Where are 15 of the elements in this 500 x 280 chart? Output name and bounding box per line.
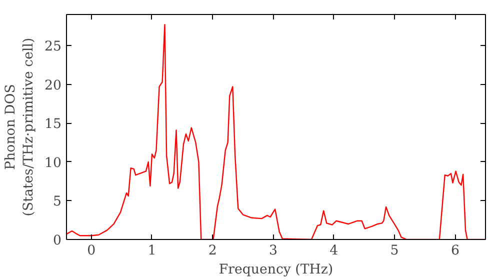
x-tick-label: 5: [390, 244, 399, 258]
x-tick-label: 1: [148, 244, 156, 258]
y-tick-label: 15: [44, 117, 62, 132]
x-tick-label: 2: [208, 244, 217, 258]
x-tick-label: 6: [450, 244, 460, 258]
y-tick-label: 0: [53, 234, 62, 248]
x-tick-label: 3: [269, 244, 278, 258]
x-axis-title: Frequency (THz): [218, 262, 334, 278]
y-tick-label: 5: [53, 194, 62, 210]
y-tick-label: 25: [44, 40, 62, 55]
x-tick-label: 4: [330, 244, 338, 258]
y-tick-label: 20: [44, 78, 62, 94]
x-tick-label: 0: [87, 244, 96, 258]
y-tick-label: 10: [44, 156, 62, 171]
y-axis-title: Phonon DOS (States/THz·primitive cell): [4, 38, 37, 216]
